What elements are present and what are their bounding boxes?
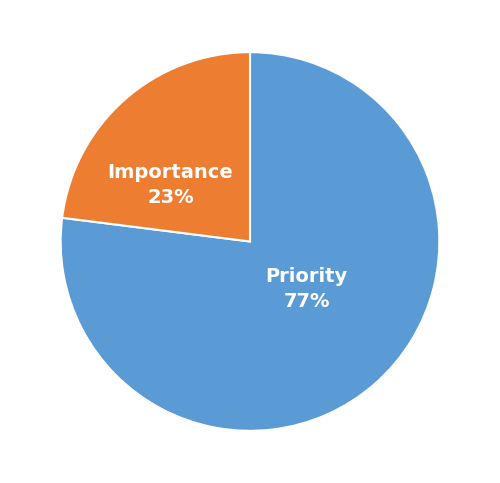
Text: Priority
77%: Priority 77% — [266, 267, 348, 311]
Wedge shape — [62, 52, 250, 242]
Text: Importance
23%: Importance 23% — [108, 163, 234, 207]
Wedge shape — [60, 52, 440, 431]
